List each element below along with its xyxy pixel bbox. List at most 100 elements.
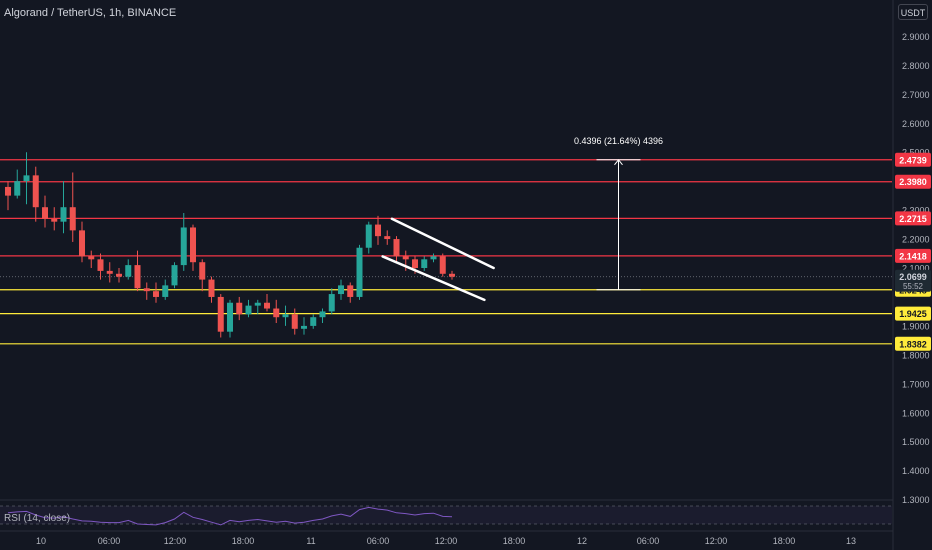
x-tick-label: 06:00 xyxy=(367,536,390,546)
candle-body xyxy=(236,302,243,315)
candle-body xyxy=(217,296,224,332)
y-tick-label: 1.5000 xyxy=(902,437,930,447)
y-tick-label: 2.6000 xyxy=(902,119,930,129)
price-axis[interactable]: 2.9000 2.8000 2.7000 2.6000 2.5000 2.3000 2.20… xyxy=(895,32,931,505)
resistance-level-label: 2.4739 xyxy=(899,155,927,165)
candle-body xyxy=(171,265,178,286)
candle-body xyxy=(180,227,187,266)
y-tick-label: 2.5000 xyxy=(902,148,930,158)
candle-body xyxy=(356,247,363,297)
measure-arrow-head xyxy=(614,158,623,166)
y-tick-label: 2.7000 xyxy=(902,90,930,100)
candle-body xyxy=(69,207,76,231)
candle-body xyxy=(282,314,289,318)
x-tick-label: 11 xyxy=(306,536,315,546)
x-tick-label: 06:00 xyxy=(98,536,121,546)
x-tick-label: 12 xyxy=(577,536,587,546)
candle-body xyxy=(273,308,280,318)
candle-body xyxy=(402,256,409,260)
resistance-level-label: 2.3980 xyxy=(899,177,927,187)
candle-body xyxy=(106,270,113,274)
x-tick-label: 06:00 xyxy=(637,536,660,546)
currency-button[interactable]: USDT xyxy=(898,4,928,20)
y-tick-label: 2.8000 xyxy=(902,61,930,71)
candle-body xyxy=(264,302,270,309)
candle-body xyxy=(153,291,159,297)
candle-body xyxy=(79,230,85,257)
candle-body xyxy=(347,285,354,297)
candle-body xyxy=(245,305,252,315)
y-tick-label: 2.3000 xyxy=(902,206,930,216)
support-level-badge xyxy=(895,306,931,321)
x-tick-label: 13 xyxy=(846,536,856,546)
horizontal-levels xyxy=(0,159,892,345)
candle-body xyxy=(319,311,326,318)
y-tick-label: 1.6000 xyxy=(902,408,930,418)
current-price-label: 2.0699 xyxy=(899,272,927,282)
candle-body xyxy=(125,265,132,277)
x-tick-label: 12:00 xyxy=(705,536,728,546)
support-level-label: 1.9425 xyxy=(899,309,927,319)
y-tick-label: 1.9000 xyxy=(902,321,930,331)
candle-body xyxy=(42,207,48,219)
resistance-level-label: 2.1418 xyxy=(899,251,927,261)
y-tick-label: 2.1000 xyxy=(902,264,930,274)
y-tick-label: 1.4000 xyxy=(902,466,930,476)
candle-body xyxy=(328,294,335,312)
symbol-title[interactable]: Algorand / TetherUS, 1h, BINANCE xyxy=(4,7,177,19)
candle-body xyxy=(310,317,317,326)
measure-tool: 0.4396 (21.64%) 4396 xyxy=(574,136,663,291)
candle-body xyxy=(32,175,39,208)
chart-grid xyxy=(0,0,894,550)
candle-body xyxy=(393,239,400,257)
candle-body xyxy=(421,259,428,268)
candle-body xyxy=(162,285,169,297)
candle-body xyxy=(439,256,446,274)
candle-body xyxy=(97,259,104,271)
time-axis[interactable]: 10 06:00 12:00 18:00 11 06:00 12:00 18:00 12 06:0… xyxy=(36,536,856,546)
candle-body xyxy=(143,288,150,292)
resistance-level-badge xyxy=(895,174,931,189)
countdown-label: 55:52 xyxy=(903,282,924,291)
candle-body xyxy=(291,314,298,329)
y-tick-label: 2.9000 xyxy=(902,32,930,42)
candle-body xyxy=(23,175,30,182)
channel-trendline xyxy=(390,217,495,270)
support-level-label: 1.8382 xyxy=(899,339,927,349)
rsi-band xyxy=(0,506,892,524)
y-tick-label: 2.2000 xyxy=(902,235,930,245)
rsi-line xyxy=(7,506,453,526)
x-tick-label: 12:00 xyxy=(435,536,458,546)
candle-body xyxy=(449,273,455,277)
support-level-badge xyxy=(895,336,931,351)
candle-body xyxy=(384,236,391,240)
trendline-drawings xyxy=(381,217,495,302)
candle-body xyxy=(199,262,206,280)
resistance-level-badge xyxy=(895,211,931,226)
y-tick-label: 1.3000 xyxy=(902,495,930,505)
candle-body xyxy=(412,259,418,268)
candle-body xyxy=(430,256,437,260)
candle-body xyxy=(51,218,58,222)
candle-body xyxy=(5,186,11,196)
channel-trendline xyxy=(381,255,486,302)
candle-body xyxy=(227,302,233,332)
x-tick-label: 18:00 xyxy=(232,536,255,546)
measure-label: 0.4396 (21.64%) 4396 xyxy=(574,136,663,146)
resistance-level-badge xyxy=(895,248,931,263)
candle-body xyxy=(301,325,307,329)
candle-series xyxy=(5,152,455,338)
candle-body xyxy=(254,302,261,306)
rsi-pane xyxy=(0,505,892,526)
y-tick-label: 1.7000 xyxy=(902,379,930,389)
rsi-label[interactable]: RSI (14, close) xyxy=(4,513,71,524)
candle-body xyxy=(14,181,21,196)
candle-body xyxy=(375,224,381,237)
candle-body xyxy=(60,207,67,222)
y-tick-label: 1.8000 xyxy=(902,350,930,360)
resistance-level-label: 2.2715 xyxy=(899,214,927,224)
x-tick-label: 18:00 xyxy=(503,536,526,546)
resistance-level-badge xyxy=(895,152,931,167)
x-tick-label: 18:00 xyxy=(773,536,796,546)
